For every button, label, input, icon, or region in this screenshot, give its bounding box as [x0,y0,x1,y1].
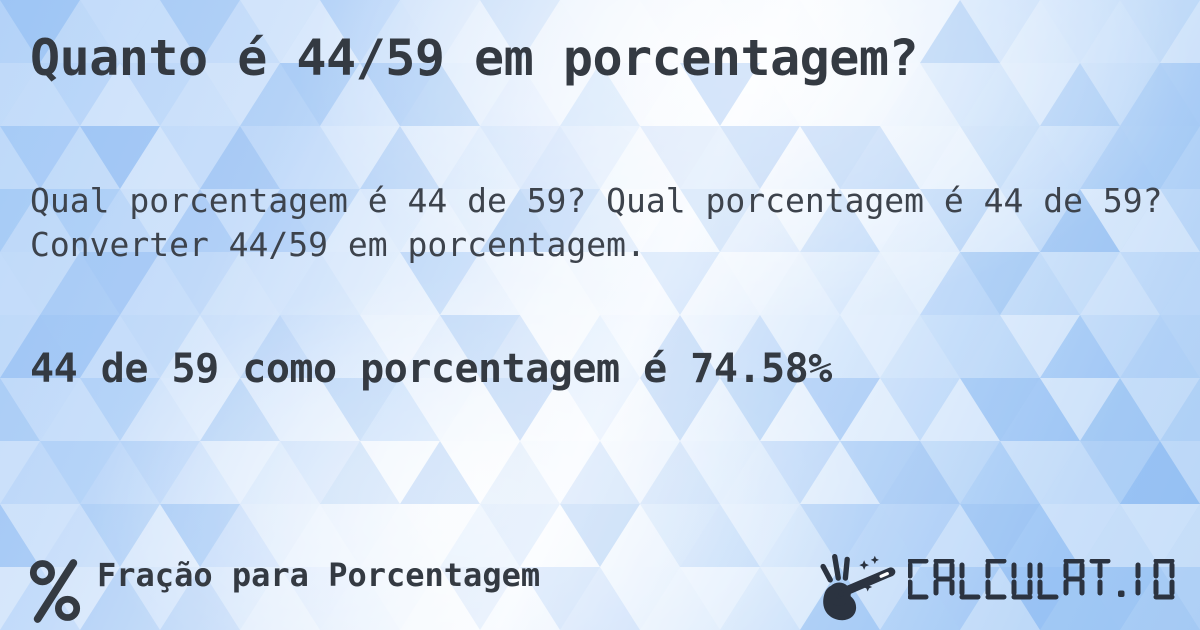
category-badge: Fração para Porcentagem [28,557,540,624]
page-title: Quanto é 44/59 em porcentagem? [30,29,919,87]
percent-icon [29,559,81,623]
brand-logo [816,550,1176,624]
answer-text: 44 de 59 como porcentagem é 74.58% [30,346,832,392]
magic-wand-hand-icon [820,554,896,621]
question-text: Qual porcentagem é 44 de 59? Qual porcen… [30,181,1163,264]
category-label: Fração para Porcentagem [97,556,541,594]
brand-logo-text [908,559,1175,600]
